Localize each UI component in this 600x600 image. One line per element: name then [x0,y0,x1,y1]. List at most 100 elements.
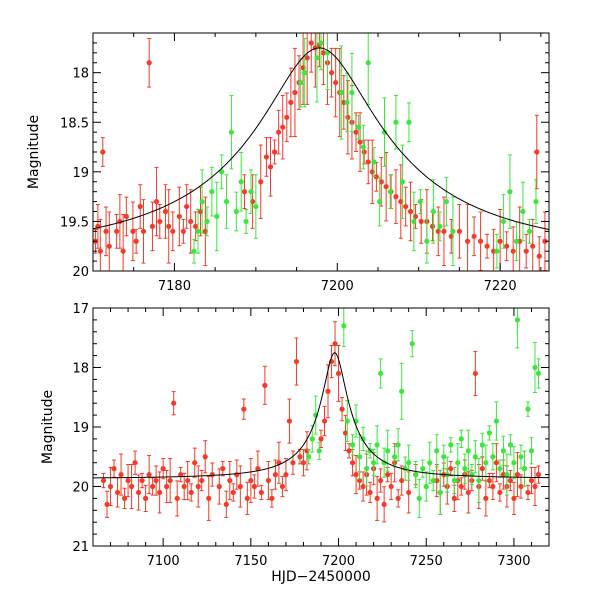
red-observatory-point [114,477,121,508]
red-observatory-point [523,233,529,269]
red-observatory-point [137,184,143,229]
x-tick-label: 7300 [497,554,530,569]
green-observatory-point [437,469,443,515]
green-observatory-point [450,196,456,267]
red-observatory-point [195,465,201,508]
y-tick-label: 17 [72,302,89,317]
red-observatory-point [185,461,191,501]
green-observatory-point [526,218,533,244]
red-observatory-point [188,189,194,254]
red-observatory-point [471,216,477,257]
red-observatory-point [484,233,490,259]
red-observatory-point [456,204,463,259]
red-observatory-point [395,489,401,508]
red-observatory-point [510,226,516,271]
green-observatory-point [532,342,538,393]
red-observatory-point [399,465,405,496]
green-observatory-point [316,441,322,460]
green-observatory-point [393,94,399,150]
bottom-panel-frame [92,307,550,547]
red-observatory-point [251,474,257,499]
green-observatory-point [427,441,433,484]
red-observatory-point [514,452,521,498]
y-tick-label: 19.5 [60,215,89,230]
red-observatory-point [383,151,389,222]
red-observatory-point [353,455,359,495]
green-observatory-point [395,428,401,462]
green-observatory-point [214,181,220,252]
red-observatory-point [276,109,282,155]
red-observatory-point [478,211,484,271]
green-observatory-point [223,174,230,229]
y-tick-label: 18.5 [60,116,89,131]
red-observatory-point [284,92,290,143]
green-observatory-point [514,308,521,349]
red-observatory-point [374,475,380,521]
x-tick-label: 7200 [322,554,355,569]
green-observatory-point [385,429,391,472]
red-observatory-point [429,211,436,242]
red-observatory-point [100,472,107,489]
red-observatory-point [418,199,424,244]
bottom-panel-xlabel: HJD−2450000 [271,569,371,585]
green-observatory-point [416,478,422,518]
green-observatory-point [406,102,412,143]
red-observatory-point [103,206,109,257]
green-observatory-point [302,37,308,108]
green-observatory-point [494,233,500,269]
top-panel-ticks: 7180 7200 7220 18 18.5 19 19.5 20 [60,32,549,294]
green-observatory-point [520,181,526,242]
green-observatory-point [420,459,426,478]
red-observatory-point [271,139,278,165]
red-observatory-point [361,139,367,165]
red-observatory-point [157,204,163,239]
green-observatory-point [409,330,415,358]
green-observatory-point [365,33,371,105]
green-observatory-point [411,191,417,252]
red-observatory-point [283,458,289,492]
red-observatory-point [497,209,503,271]
bottom-panel-marks [93,308,549,523]
red-observatory-point [120,213,126,271]
red-observatory-point [178,466,184,483]
red-observatory-point [241,398,247,420]
red-observatory-point [325,364,331,419]
red-observatory-point [279,475,286,498]
red-observatory-point [497,483,503,502]
green-observatory-point [518,444,524,469]
red-observatory-point [280,94,286,160]
green-observatory-point [313,395,319,435]
red-observatory-point [248,458,254,504]
green-observatory-point [430,179,436,244]
green-observatory-point [324,33,331,91]
red-observatory-point [388,472,394,501]
green-observatory-point [511,446,517,480]
bottom-panel-ylabel: Magnitude [40,390,56,464]
red-observatory-point [258,144,264,219]
red-observatory-point [300,449,307,477]
red-observatory-point [136,474,142,511]
red-observatory-point [167,458,173,504]
red-observatory-point [458,477,464,496]
green-observatory-point [493,401,499,441]
green-observatory-point [381,97,388,167]
green-observatory-point [406,444,412,481]
red-observatory-point [448,461,454,477]
green-observatory-point [483,444,489,481]
green-observatory-point [500,194,506,249]
red-observatory-point [146,37,152,88]
green-observatory-point [441,444,447,469]
green-observatory-point [344,72,350,133]
red-observatory-point [220,461,226,477]
red-observatory-point [393,169,399,224]
red-observatory-point [339,397,345,422]
red-observatory-point [150,477,156,496]
green-observatory-point [191,238,197,264]
top-panel-marks [93,33,549,271]
green-observatory-point [387,174,393,210]
red-observatory-point [318,429,324,449]
red-observatory-point [507,469,514,492]
bottom-panel-ticks: 7100 7150 7200 7250 7300 17 18 19 20 21 [72,302,550,569]
red-observatory-point [181,472,187,501]
red-observatory-point [130,201,136,262]
